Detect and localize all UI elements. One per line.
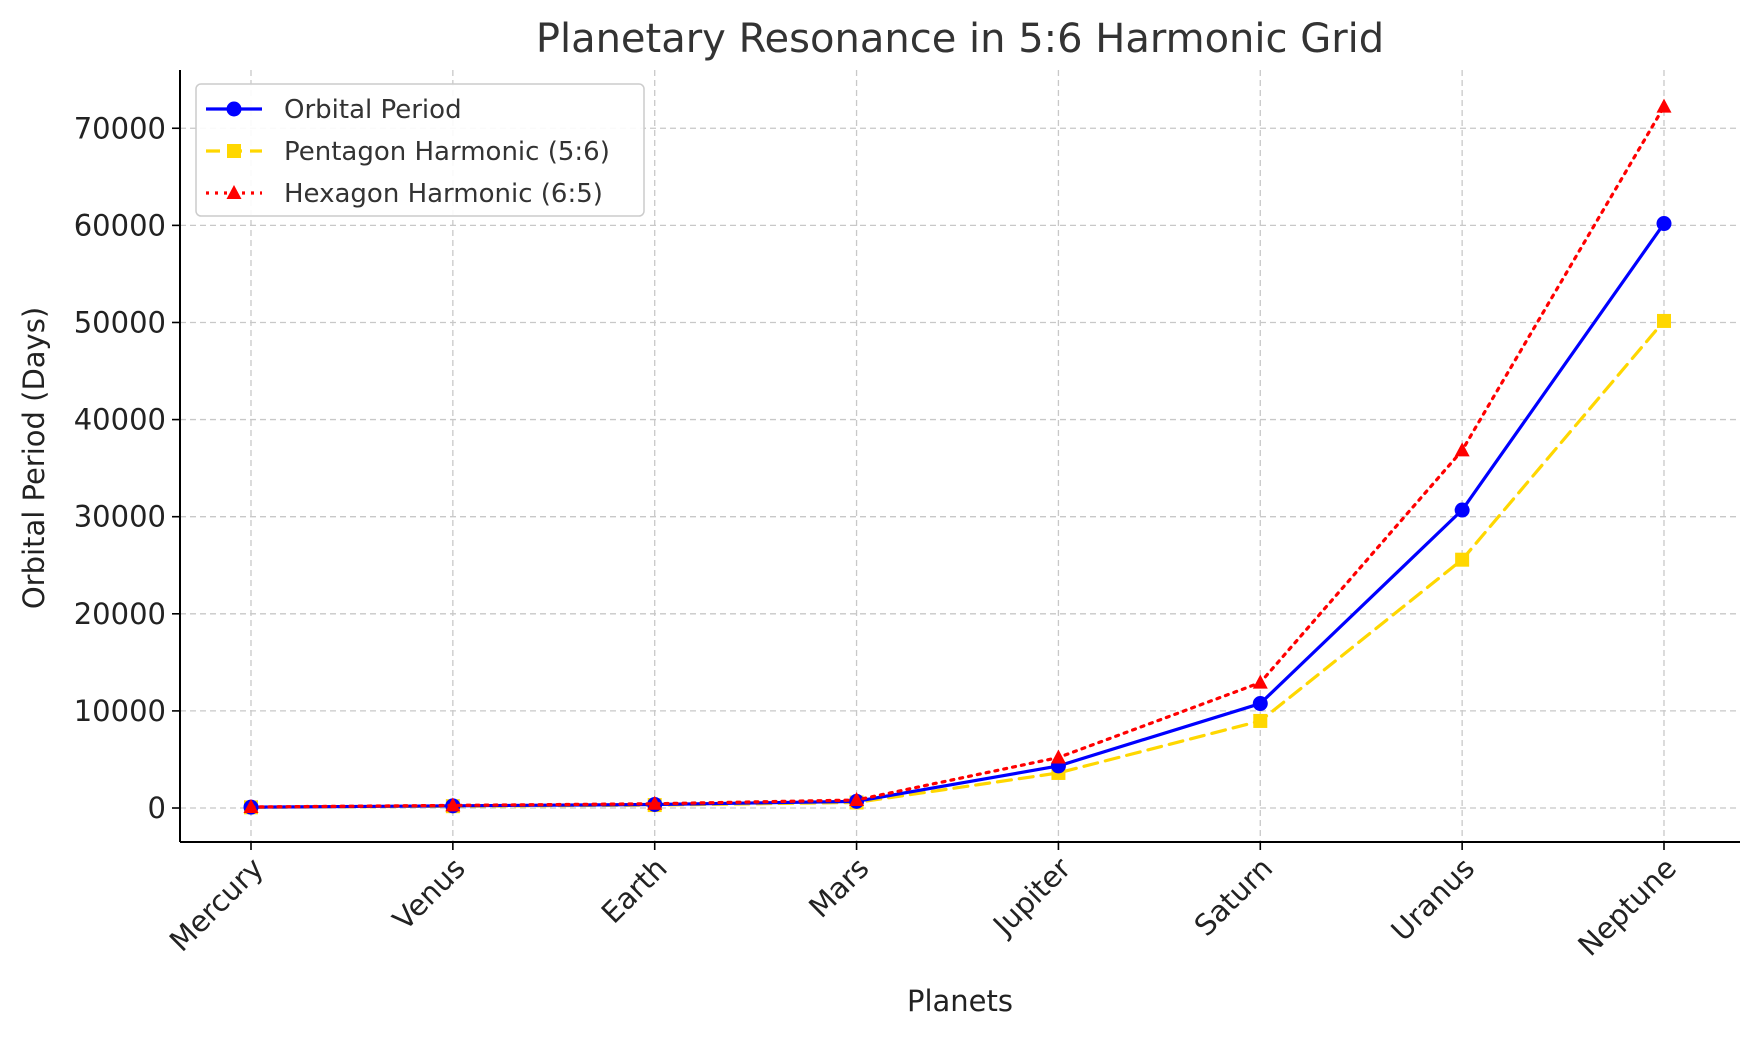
y-tick-label: 20000 xyxy=(74,597,166,631)
y-tick-label: 30000 xyxy=(74,500,166,534)
data-point xyxy=(1454,502,1470,518)
data-point xyxy=(1252,674,1268,689)
data-point xyxy=(849,792,865,807)
y-tick-label: 50000 xyxy=(74,305,166,339)
legend: Orbital Period Pentagon Harmonic (5:6) Hex… xyxy=(195,83,645,217)
grid xyxy=(180,70,1740,842)
y-tick-label: 60000 xyxy=(74,208,166,242)
data-point xyxy=(1455,552,1470,567)
axes xyxy=(179,70,1740,843)
y-tick-label: 10000 xyxy=(74,694,166,728)
data-point xyxy=(445,797,461,812)
legend-item: Pentagon Harmonic (5:6) xyxy=(206,137,610,167)
data-point xyxy=(647,795,663,810)
legend-item: Orbital Period xyxy=(206,95,462,125)
y-axis-label: Orbital Period (Days) xyxy=(17,307,51,609)
y-tick-label: 40000 xyxy=(74,403,166,437)
data-point xyxy=(1253,713,1268,728)
data-point xyxy=(1656,98,1672,113)
legend-label: Hexagon Harmonic (6:5) xyxy=(284,179,603,209)
legend-label: Pentagon Harmonic (5:6) xyxy=(284,137,610,167)
data-point xyxy=(243,798,259,813)
data-point xyxy=(1454,442,1470,457)
data-point xyxy=(1050,749,1066,764)
legend-item: Hexagon Harmonic (6:5) xyxy=(206,179,603,209)
legend-marker xyxy=(226,185,242,199)
legend-label: Orbital Period xyxy=(284,95,462,125)
x-axis-label: Planets xyxy=(907,984,1013,1018)
legend-box xyxy=(195,83,645,217)
series xyxy=(243,98,1672,815)
series-line xyxy=(249,105,1666,809)
data-point xyxy=(1252,696,1268,712)
chart-title: Planetary Resonance in 5:6 Harmonic Grid xyxy=(536,16,1384,62)
y-tick-label: 70000 xyxy=(74,111,166,145)
legend-marker xyxy=(227,144,241,158)
series-2 xyxy=(243,98,1672,813)
legend-marker xyxy=(226,101,242,117)
data-point xyxy=(1657,313,1671,328)
data-point xyxy=(1656,216,1672,232)
y-tick-label: 0 xyxy=(148,791,166,825)
